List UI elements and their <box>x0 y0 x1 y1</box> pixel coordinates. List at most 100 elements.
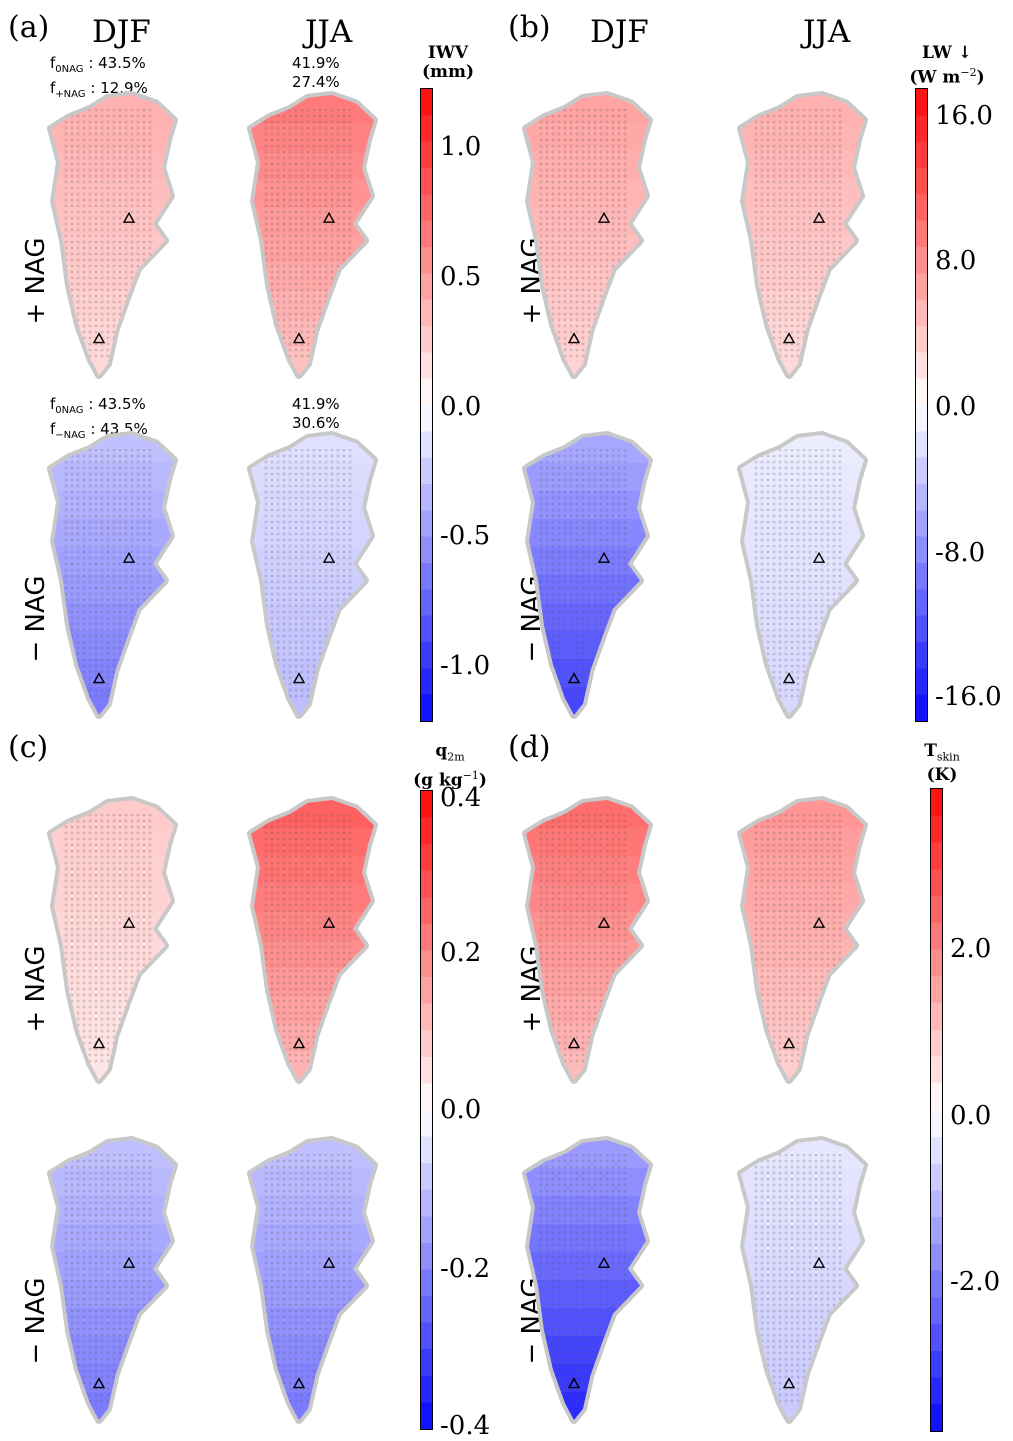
map-c-neg-djf <box>47 1136 178 1424</box>
station-triangle-icon <box>782 672 796 684</box>
station-triangle-icon <box>812 551 826 563</box>
map-d-pos-jja <box>737 796 868 1084</box>
panel-letter-d: (d) <box>508 730 551 765</box>
map-d-neg-jja <box>737 1136 868 1424</box>
season-header-jja-b: JJA <box>803 14 851 50</box>
colorbar-tick: -1.0 <box>440 651 491 681</box>
season-header-djf-b: DJF <box>590 14 649 50</box>
colorbar-c <box>420 790 433 1430</box>
map-cell <box>526 687 649 715</box>
panel-letter-b: (b) <box>508 10 551 45</box>
season-header-djf-a: DJF <box>92 14 151 50</box>
colorbar-tick: 0.0 <box>935 392 977 422</box>
station-triangle-icon <box>122 1256 136 1268</box>
colorbar-title-b: LW ↓ (W m−2) <box>909 43 985 88</box>
map-a-pos-djf <box>47 91 178 379</box>
colorbar-tick: 0.4 <box>440 783 482 813</box>
map-cell <box>526 1392 649 1420</box>
station-triangle-icon <box>292 1037 306 1049</box>
station-triangle-icon <box>567 1377 581 1389</box>
map-cell <box>251 687 374 715</box>
station-triangle-icon <box>322 916 336 928</box>
station-triangle-icon <box>812 916 826 928</box>
station-triangle-icon <box>567 1037 581 1049</box>
colorbar-tick: 0.0 <box>440 1095 482 1125</box>
colorbar-title-c: q2m (g kg−1) <box>413 741 487 792</box>
map-cell <box>51 347 174 375</box>
station-triangle-icon <box>322 1256 336 1268</box>
colorbar-tick: -16.0 <box>935 682 1002 712</box>
map-b-pos-jja <box>737 91 868 379</box>
station-triangle-icon <box>782 1037 796 1049</box>
station-triangle-icon <box>92 332 106 344</box>
map-cell <box>51 1052 174 1080</box>
station-triangle-icon <box>122 211 136 223</box>
map-cell <box>741 347 864 375</box>
map-cell <box>741 687 864 715</box>
map-cell <box>526 347 649 375</box>
station-triangle-icon <box>92 1037 106 1049</box>
station-triangle-icon <box>567 332 581 344</box>
station-triangle-icon <box>597 916 611 928</box>
map-cell <box>51 1392 174 1420</box>
map-c-neg-jja <box>247 1136 378 1424</box>
panel-letter-a: (a) <box>8 10 50 45</box>
station-triangle-icon <box>567 672 581 684</box>
fraction-jja-neg: 41.9% 30.6% <box>292 395 340 432</box>
station-triangle-icon <box>812 1256 826 1268</box>
colorbar-title-d: Tskin (K) <box>924 741 960 786</box>
map-cell <box>251 1392 374 1420</box>
colorbar-a <box>420 88 433 722</box>
colorbar-b <box>915 88 928 722</box>
station-triangle-icon <box>782 1377 796 1389</box>
map-d-neg-djf <box>522 1136 653 1424</box>
map-c-pos-djf <box>47 796 178 1084</box>
station-triangle-icon <box>92 672 106 684</box>
station-triangle-icon <box>92 1377 106 1389</box>
station-triangle-icon <box>292 332 306 344</box>
fraction-jja-pos: 41.9% 27.4% <box>292 54 340 91</box>
colorbar-tick: 0.0 <box>440 392 482 422</box>
map-cell <box>51 687 174 715</box>
station-triangle-icon <box>812 211 826 223</box>
station-triangle-icon <box>597 211 611 223</box>
map-b-neg-jja <box>737 431 868 719</box>
colorbar-tick: -2.0 <box>950 1267 1001 1297</box>
map-a-neg-jja <box>247 431 378 719</box>
colorbar-d <box>930 788 943 1432</box>
colorbar-tick: 0.5 <box>440 262 482 292</box>
map-a-pos-jja <box>247 91 378 379</box>
map-cell <box>741 1052 864 1080</box>
map-c-pos-jja <box>247 796 378 1084</box>
station-triangle-icon <box>322 551 336 563</box>
map-cell <box>741 1392 864 1420</box>
map-cell <box>251 347 374 375</box>
colorbar-tick: 16.0 <box>935 101 993 131</box>
station-triangle-icon <box>292 1377 306 1389</box>
colorbar-tick: -8.0 <box>935 538 986 568</box>
season-header-jja-a: JJA <box>305 14 353 50</box>
colorbar-tick: 0.2 <box>440 938 482 968</box>
map-cell <box>251 1052 374 1080</box>
station-triangle-icon <box>597 551 611 563</box>
station-triangle-icon <box>122 916 136 928</box>
colorbar-tick: 2.0 <box>950 934 992 964</box>
colorbar-title-a: IWV (mm) <box>421 43 475 82</box>
map-a-neg-djf <box>47 431 178 719</box>
map-b-neg-djf <box>522 431 653 719</box>
map-d-pos-djf <box>522 796 653 1084</box>
panel-letter-c: (c) <box>8 730 49 765</box>
station-triangle-icon <box>322 211 336 223</box>
colorbar-tick: -0.2 <box>440 1254 491 1284</box>
map-b-pos-djf <box>522 91 653 379</box>
colorbar-tick: 8.0 <box>935 246 977 276</box>
colorbar-tick: -0.4 <box>440 1411 491 1441</box>
station-triangle-icon <box>782 332 796 344</box>
colorbar-tick: -0.5 <box>440 521 491 551</box>
station-triangle-icon <box>597 1256 611 1268</box>
station-triangle-icon <box>292 672 306 684</box>
map-cell <box>526 1052 649 1080</box>
colorbar-tick: 1.0 <box>440 132 482 162</box>
station-triangle-icon <box>122 551 136 563</box>
colorbar-tick: 0.0 <box>950 1101 992 1131</box>
